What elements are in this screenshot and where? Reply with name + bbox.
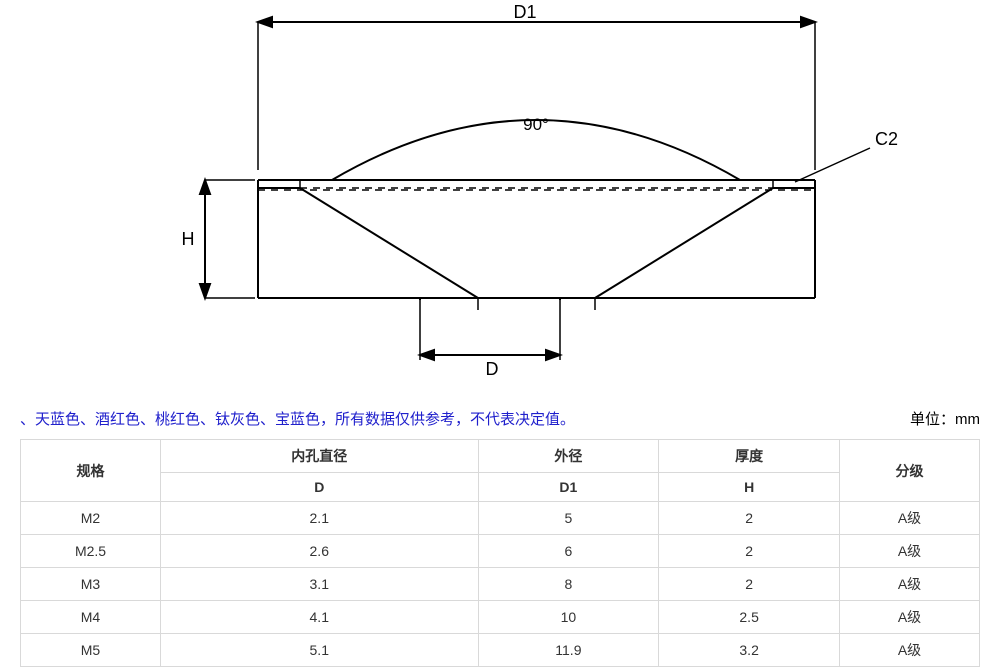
- label-c2: C2: [875, 129, 898, 149]
- cell-spec: M5: [21, 634, 161, 667]
- cell-d: 2.6: [161, 535, 479, 568]
- cell-grade: A级: [840, 601, 980, 634]
- cell-d: 2.1: [161, 502, 479, 535]
- cell-h: 2: [659, 502, 840, 535]
- spec-table: 规格 内孔直径 外径 厚度 分级 D D1 H M2 2.1 5 2 A级 M2…: [20, 439, 980, 667]
- cell-spec: M2: [21, 502, 161, 535]
- cell-spec: M4: [21, 601, 161, 634]
- header-spec: 规格: [21, 440, 161, 502]
- header-inner-diameter: 内孔直径: [161, 440, 479, 473]
- cell-grade: A级: [840, 502, 980, 535]
- subheader-d: D: [161, 473, 479, 502]
- cell-spec: M2.5: [21, 535, 161, 568]
- cell-d1: 8: [478, 568, 659, 601]
- table-row: M3 3.1 8 2 A级: [21, 568, 980, 601]
- cell-h: 2: [659, 568, 840, 601]
- label-d: D: [486, 359, 499, 379]
- note-text: 、天蓝色、酒红色、桃红色、钛灰色、宝蓝色，所有数据仅供参考，不代表决定值。: [20, 408, 575, 429]
- table-row: M5 5.1 11.9 3.2 A级: [21, 634, 980, 667]
- cell-grade: A级: [840, 634, 980, 667]
- subheader-h: H: [659, 473, 840, 502]
- cell-d: 3.1: [161, 568, 479, 601]
- subheader-d1: D1: [478, 473, 659, 502]
- cell-h: 2.5: [659, 601, 840, 634]
- cell-spec: M3: [21, 568, 161, 601]
- table-row: M2 2.1 5 2 A级: [21, 502, 980, 535]
- label-d1: D1: [513, 2, 536, 22]
- label-h: H: [182, 229, 195, 249]
- cell-d1: 5: [478, 502, 659, 535]
- header-thickness: 厚度: [659, 440, 840, 473]
- cell-d: 4.1: [161, 601, 479, 634]
- technical-diagram: D1 D H C2 90°: [0, 0, 1000, 400]
- table-row: M4 4.1 10 2.5 A级: [21, 601, 980, 634]
- cell-d: 5.1: [161, 634, 479, 667]
- table-subheader-row: D D1 H: [21, 473, 980, 502]
- cell-h: 2: [659, 535, 840, 568]
- cell-h: 3.2: [659, 634, 840, 667]
- label-angle: 90°: [523, 115, 549, 134]
- header-grade: 分级: [840, 440, 980, 502]
- cell-grade: A级: [840, 568, 980, 601]
- cell-d1: 11.9: [478, 634, 659, 667]
- cell-d1: 6: [478, 535, 659, 568]
- header-outer-diameter: 外径: [478, 440, 659, 473]
- cell-d1: 10: [478, 601, 659, 634]
- cell-grade: A级: [840, 535, 980, 568]
- table-header-row: 规格 内孔直径 外径 厚度 分级: [21, 440, 980, 473]
- note-row: 、天蓝色、酒红色、桃红色、钛灰色、宝蓝色，所有数据仅供参考，不代表决定值。 单位…: [0, 400, 1000, 439]
- table-row: M2.5 2.6 6 2 A级: [21, 535, 980, 568]
- unit-label: 单位：mm: [910, 408, 980, 429]
